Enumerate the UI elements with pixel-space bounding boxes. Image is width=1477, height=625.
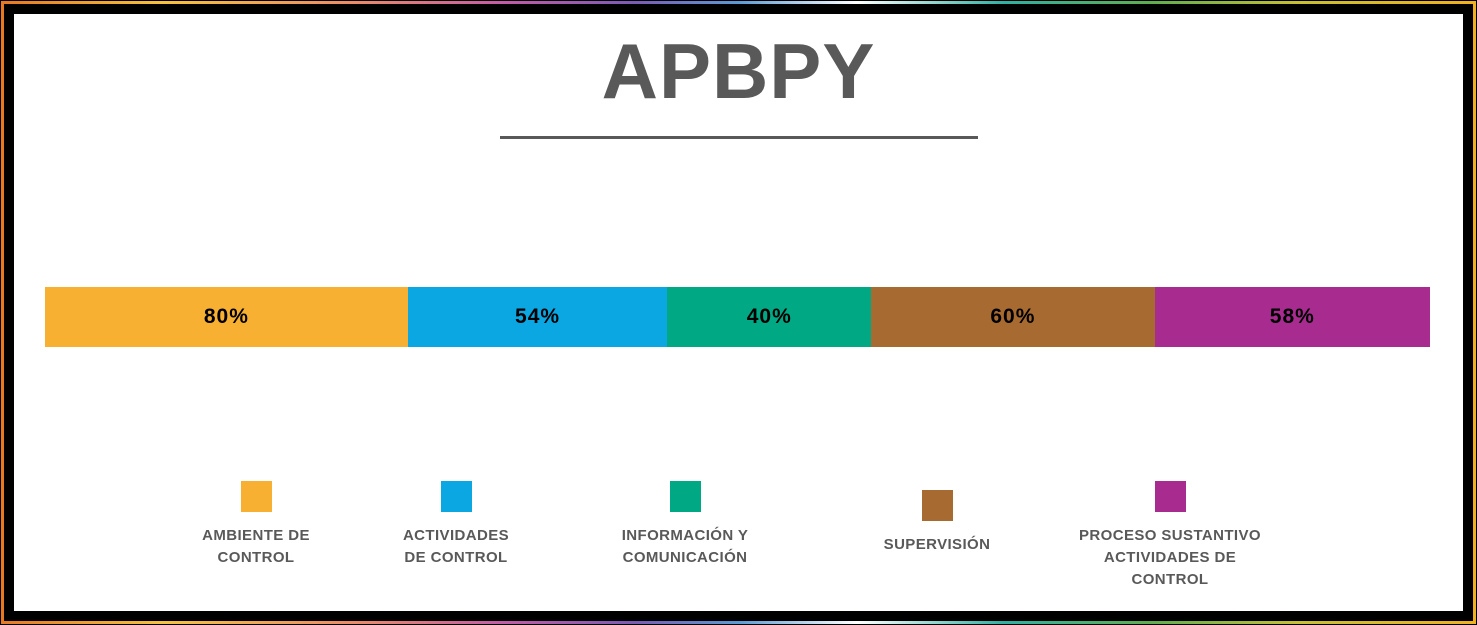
segment-value-label: 80% [203,305,249,328]
bar-segment-2: 54% [407,287,668,347]
legend-item-3: INFORMACIÓN Y COMUNICACIÓN [570,481,800,569]
chart-canvas: APBPY 80% 54% 40% 60% 58% AMBIENTE DE CONTRO… [14,14,1463,611]
legend-item-2: ACTIVIDADES DE CONTROL [341,481,571,569]
bar-segment-3: 40% [667,287,872,347]
legend-label: SUPERVISIÓN [883,536,991,553]
legend-item-5: PROCESO SUSTANTIVO ACTIVIDADES DE CONTRO… [1055,481,1285,590]
segment-value-label: 54% [515,305,561,328]
bar-segment-1: 80% [45,287,408,347]
legend-swatch-icon [669,481,701,512]
page-title: APBPY [601,27,876,115]
legend: AMBIENTE DE CONTROL ACTIVIDADES DE CONTRO… [14,481,1463,601]
title-underline [499,136,978,139]
bar-segment-4: 60% [871,287,1155,347]
legend-swatch-icon [440,481,472,512]
segment-value-label: 40% [746,305,792,328]
legend-label: AMBIENTE DE CONTROL [202,527,310,566]
legend-swatch-icon [921,490,953,521]
bar-segment-5: 58% [1154,287,1430,347]
legend-label: ACTIVIDADES DE CONTROL [402,527,510,566]
segment-value-label: 60% [990,305,1036,328]
stacked-bar: 80% 54% 40% 60% 58% [45,287,1430,347]
segment-value-label: 58% [1269,305,1315,328]
legend-label: INFORMACIÓN Y COMUNICACIÓN [621,527,749,566]
legend-item-4: SUPERVISIÓN [822,490,1052,556]
legend-swatch-icon [240,481,272,512]
legend-swatch-icon [1154,481,1186,512]
legend-label: PROCESO SUSTANTIVO ACTIVIDADES DE CONTRO… [1079,527,1261,588]
legend-item-1: AMBIENTE DE CONTROL [141,481,371,569]
